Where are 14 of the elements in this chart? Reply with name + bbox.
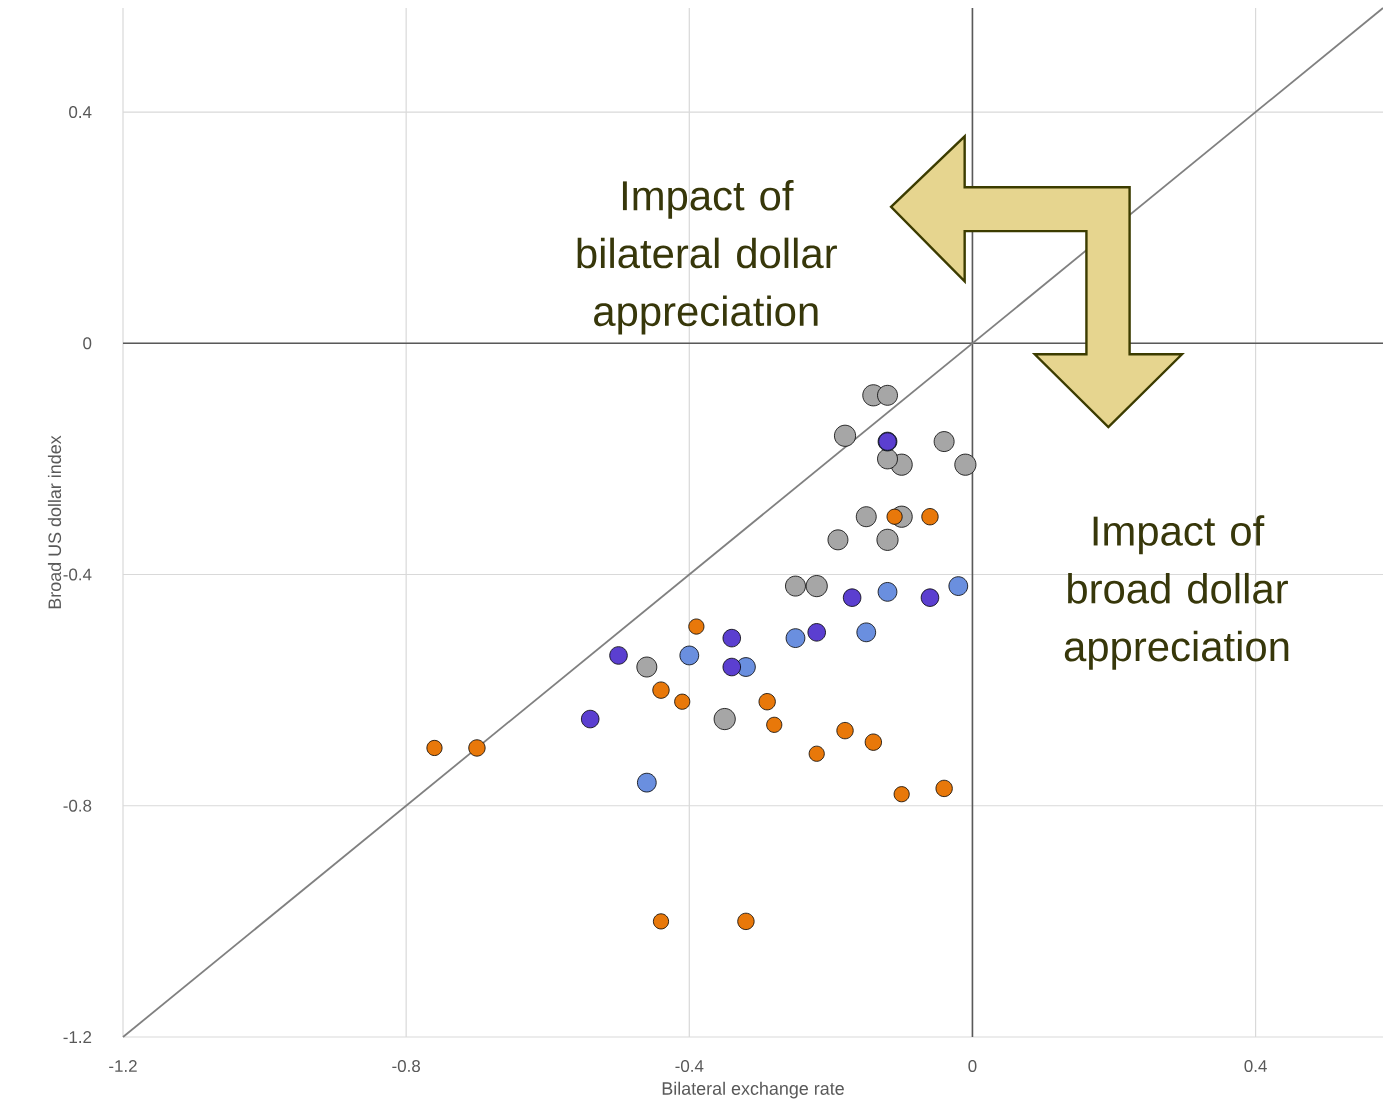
x-tick-label: 0.4	[1244, 1060, 1267, 1073]
y-tick-label: 0.4	[69, 106, 92, 119]
y-tick-label: -0.8	[63, 799, 92, 812]
x-tick-label: -0.4	[675, 1060, 704, 1073]
y-axis-title: Broad US dollar index	[47, 435, 62, 609]
x-tick-label: -0.8	[392, 1060, 421, 1073]
annotation: Impact of bilateral dollar appreciation	[577, 179, 837, 335]
y-tick-label: -1.2	[63, 1031, 92, 1043]
x-tick-label: -1.2	[109, 1060, 137, 1072]
annotation: Impact of broad dollar appreciation	[1064, 515, 1289, 670]
y-tick-label: 0	[83, 337, 92, 350]
x-tick-label: 0	[968, 1060, 977, 1073]
y-tick-label: -0.4	[63, 568, 92, 581]
x-axis-title: Bilateral exchange rate	[662, 1081, 844, 1099]
